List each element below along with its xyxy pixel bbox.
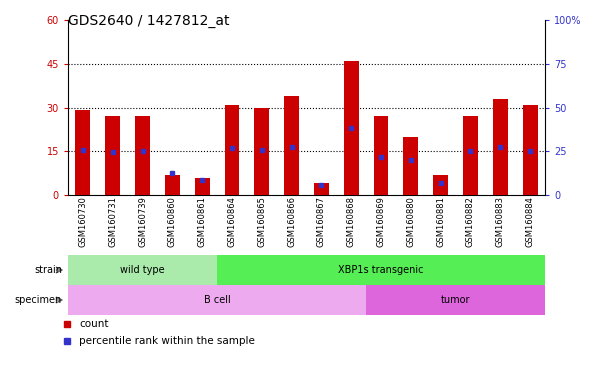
Bar	[284, 96, 299, 195]
Bar	[314, 183, 329, 195]
Bar	[76, 111, 90, 195]
Text: wild type: wild type	[120, 265, 165, 275]
Bar	[344, 61, 359, 195]
Text: count: count	[79, 319, 108, 329]
Bar	[403, 137, 418, 195]
Bar	[135, 116, 150, 195]
Bar	[195, 177, 210, 195]
Bar	[493, 99, 508, 195]
Text: B cell: B cell	[204, 295, 230, 305]
Text: GDS2640 / 1427812_at: GDS2640 / 1427812_at	[68, 14, 230, 28]
Text: percentile rank within the sample: percentile rank within the sample	[79, 336, 255, 346]
Text: XBP1s transgenic: XBP1s transgenic	[338, 265, 424, 275]
Bar	[165, 175, 180, 195]
Text: strain: strain	[34, 265, 62, 275]
Bar	[463, 116, 478, 195]
Bar	[523, 104, 537, 195]
Bar	[68, 255, 217, 285]
Bar	[68, 285, 366, 315]
Bar	[105, 116, 120, 195]
Bar	[225, 104, 239, 195]
Bar	[366, 285, 545, 315]
Text: tumor: tumor	[441, 295, 471, 305]
Bar	[217, 255, 545, 285]
Bar	[374, 116, 388, 195]
Bar	[433, 175, 448, 195]
Text: specimen: specimen	[15, 295, 62, 305]
Bar	[254, 108, 269, 195]
